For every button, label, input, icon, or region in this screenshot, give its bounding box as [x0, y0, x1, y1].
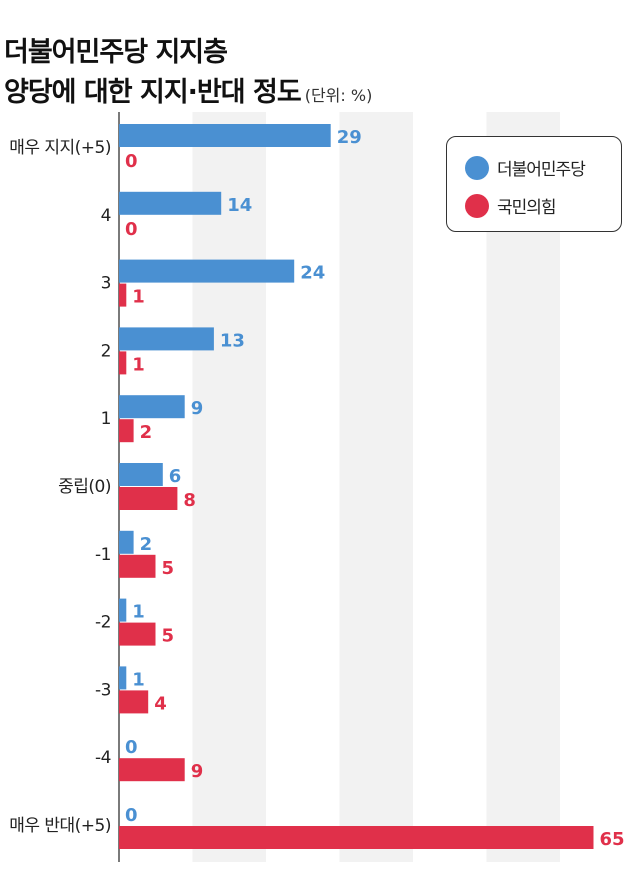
legend-label-ppp: 국민의힘	[497, 198, 557, 218]
data-label: 4	[154, 693, 167, 714]
bar	[119, 283, 127, 307]
data-label: 8	[183, 490, 196, 511]
bar	[119, 487, 178, 510]
data-label: 2	[140, 422, 153, 443]
legend-swatch-ppp	[465, 193, 489, 218]
legend-item-ppp: 국민의힘	[465, 193, 557, 218]
bar	[119, 259, 295, 283]
data-label: 0	[125, 737, 138, 758]
data-label: 1	[132, 354, 145, 375]
bar	[119, 666, 127, 690]
bar	[119, 191, 222, 215]
grid-band	[339, 112, 413, 862]
category-label: 중립(0)	[58, 477, 111, 497]
category-label: -1	[95, 545, 111, 565]
data-label: 1	[132, 669, 145, 690]
data-label: 13	[220, 330, 245, 351]
category-label: -3	[95, 680, 111, 700]
legend-label-democratic: 더불어민주당	[497, 160, 586, 180]
data-label: 1	[132, 602, 145, 623]
category-label: 3	[101, 274, 111, 294]
chart-title-line1: 더불어민주당 지지층	[4, 37, 228, 68]
legend-swatch-democratic	[465, 155, 489, 180]
bar	[119, 826, 594, 849]
legend-item-democratic: 더불어민주당	[465, 155, 586, 180]
unit-label: (단위: %)	[304, 86, 373, 105]
bar	[119, 530, 134, 554]
data-label: 24	[300, 263, 325, 284]
data-label: 0	[125, 219, 138, 240]
bar	[119, 419, 134, 443]
grid-band	[486, 112, 560, 862]
chart-title-line2: 양당에 대한 지지·반대 정도 (단위: %)	[4, 70, 372, 109]
data-label: 5	[162, 626, 175, 647]
grid-band	[192, 112, 266, 862]
bar	[119, 351, 127, 375]
bar	[119, 622, 156, 646]
category-label: 1	[101, 409, 111, 429]
data-label: 29	[337, 127, 362, 148]
data-label: 0	[125, 805, 138, 826]
data-label: 0	[125, 151, 138, 172]
bar	[119, 327, 214, 351]
bar	[119, 690, 149, 714]
data-label: 5	[162, 558, 175, 579]
bar	[119, 124, 331, 147]
category-label: -2	[95, 613, 111, 633]
category-label: 매우 지지(+5)	[9, 138, 111, 158]
data-label: 1	[132, 287, 145, 308]
data-label: 65	[600, 829, 625, 850]
data-label: 6	[169, 466, 182, 487]
legend: 더불어민주당 국민의힘	[446, 136, 622, 232]
bar	[119, 758, 185, 782]
category-label: 4	[101, 206, 111, 226]
data-label: 2	[140, 534, 153, 555]
data-label: 14	[227, 195, 252, 216]
bar	[119, 395, 185, 419]
category-label: -4	[95, 748, 111, 768]
category-label: 매우 반대(+5)	[9, 816, 111, 836]
bar	[119, 463, 163, 486]
category-label: 2	[101, 341, 111, 361]
data-label: 9	[191, 398, 204, 419]
data-label: 9	[191, 761, 204, 782]
chart-title-text: 양당에 대한 지지·반대 정도	[4, 77, 302, 108]
bar	[119, 554, 156, 578]
bar	[119, 598, 127, 622]
